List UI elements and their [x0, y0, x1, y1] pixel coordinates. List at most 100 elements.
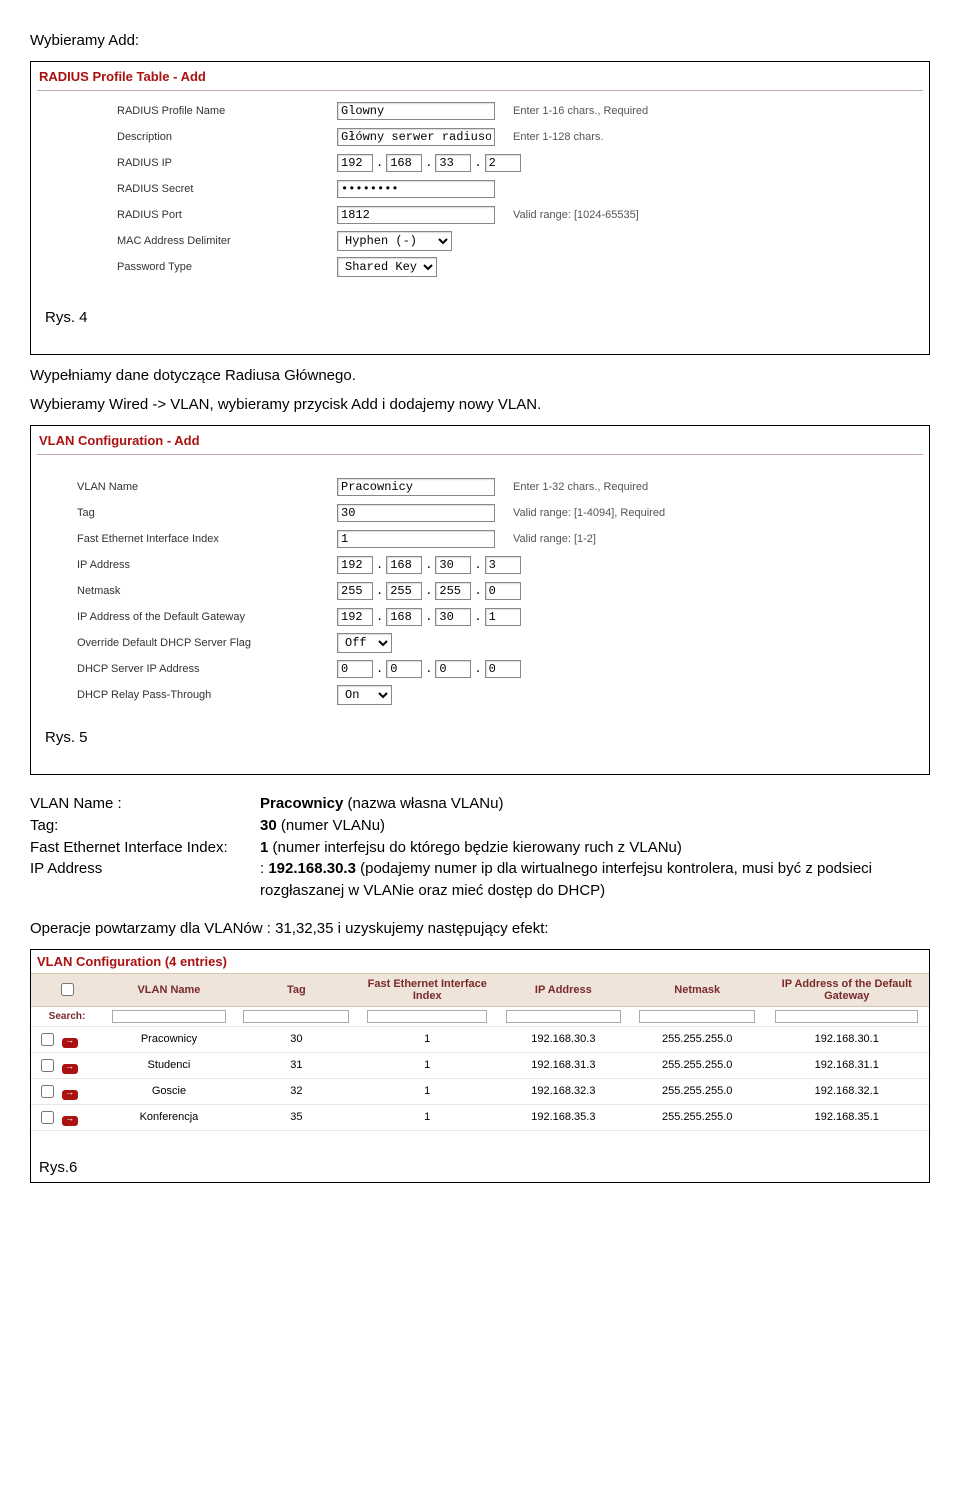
ip-octet[interactable]	[485, 660, 521, 678]
table-cell: 192.168.30.1	[765, 1026, 930, 1052]
label-mac-delim: MAC Address Delimiter	[37, 235, 337, 247]
table-cell: 192.168.32.3	[497, 1078, 630, 1104]
ip-octet[interactable]	[337, 660, 373, 678]
ip-octet[interactable]	[485, 556, 521, 574]
table-cell: 192.168.31.1	[765, 1052, 930, 1078]
input-radius-port[interactable]	[337, 206, 495, 224]
input-radius-secret[interactable]	[337, 180, 495, 198]
table-cell: 255.255.255.0	[630, 1026, 765, 1052]
ip-octet[interactable]	[386, 608, 422, 626]
caption-rys5: Rys. 5	[45, 729, 923, 746]
table-cell: 1	[358, 1078, 497, 1104]
label-tag: Tag	[37, 507, 337, 519]
label-radius-ip: RADIUS IP	[37, 157, 337, 169]
ip-octet[interactable]	[386, 660, 422, 678]
table-row: Konferencja351192.168.35.3255.255.255.01…	[31, 1104, 929, 1130]
radius-ip-group: . . .	[337, 154, 521, 172]
vlan-config-add-panel: VLAN Configuration - Add VLAN Name Enter…	[30, 425, 930, 775]
expand-icon[interactable]	[62, 1116, 78, 1126]
select-mac-delim[interactable]: Hyphen (-)	[337, 231, 452, 251]
ip-octet[interactable]	[485, 154, 521, 172]
table-header: Tag	[235, 973, 358, 1006]
table-cell: Studenci	[103, 1052, 235, 1078]
mid-text-2: Wybieramy Wired -> VLAN, wybieramy przyc…	[30, 396, 930, 413]
select-relay[interactable]: On	[337, 685, 392, 705]
mid-text-1: Wypełniamy dane dotyczące Radiusa Główne…	[30, 367, 930, 384]
ip-octet[interactable]	[435, 608, 471, 626]
select-all-checkbox[interactable]	[61, 983, 74, 996]
ip-octet[interactable]	[435, 582, 471, 600]
table-cell: 255.255.255.0	[630, 1078, 765, 1104]
input-vlan-name[interactable]	[337, 478, 495, 496]
input-tag[interactable]	[337, 504, 495, 522]
def-label: VLAN Name :	[30, 793, 260, 815]
ip-octet[interactable]	[485, 608, 521, 626]
panel-title: VLAN Configuration - Add	[37, 430, 923, 455]
hint-description: Enter 1-128 chars.	[513, 131, 604, 143]
label-radius-port: RADIUS Port	[37, 209, 337, 221]
select-pwd-type[interactable]: Shared Key	[337, 257, 437, 277]
label-radius-secret: RADIUS Secret	[37, 183, 337, 195]
table-cell: 32	[235, 1078, 358, 1104]
input-feidx[interactable]	[337, 530, 495, 548]
table-cell: 255.255.255.0	[630, 1104, 765, 1130]
repeat-text: Operacje powtarzamy dla VLANów : 31,32,3…	[30, 920, 930, 937]
table-header: VLAN Name	[103, 973, 235, 1006]
ip-octet[interactable]	[386, 154, 422, 172]
ip-octet[interactable]	[337, 608, 373, 626]
ip-octet[interactable]	[435, 154, 471, 172]
vlan-table: VLAN NameTagFast Ethernet Interface Inde…	[31, 973, 929, 1131]
search-input[interactable]	[243, 1010, 349, 1023]
table-header: IP Address	[497, 973, 630, 1006]
def-label: Fast Ethernet Interface Index:	[30, 837, 260, 859]
select-dhcp-flag[interactable]: Off	[337, 633, 392, 653]
row-checkbox[interactable]	[41, 1085, 54, 1098]
label-gateway: IP Address of the Default Gateway	[37, 611, 337, 623]
search-input[interactable]	[639, 1010, 755, 1023]
input-profile-name[interactable]	[337, 102, 495, 120]
hint-radius-port: Valid range: [1024-65535]	[513, 209, 639, 221]
table-cell: 30	[235, 1026, 358, 1052]
panel-title: VLAN Configuration (4 entries)	[31, 950, 929, 973]
ip-octet[interactable]	[435, 556, 471, 574]
ip-octet[interactable]	[485, 582, 521, 600]
table-cell: 192.168.35.1	[765, 1104, 930, 1130]
table-header: Netmask	[630, 973, 765, 1006]
def-value: Pracownicy (nazwa własna VLANu)	[260, 793, 930, 815]
intro-text: Wybieramy Add:	[30, 32, 930, 49]
hint-tag: Valid range: [1-4094], Required	[513, 507, 665, 519]
search-input[interactable]	[775, 1010, 918, 1023]
table-cell: Goscie	[103, 1078, 235, 1104]
radius-profile-panel: RADIUS Profile Table - Add RADIUS Profil…	[30, 61, 930, 355]
vlan-table-panel: VLAN Configuration (4 entries) VLAN Name…	[30, 949, 930, 1183]
input-description[interactable]	[337, 128, 495, 146]
def-value: 30 (numer VLANu)	[260, 815, 930, 837]
table-cell: 31	[235, 1052, 358, 1078]
row-checkbox[interactable]	[41, 1033, 54, 1046]
row-checkbox[interactable]	[41, 1111, 54, 1124]
ip-octet[interactable]	[386, 582, 422, 600]
definitions-block: VLAN Name :Pracownicy (nazwa własna VLAN…	[30, 793, 930, 902]
expand-icon[interactable]	[62, 1064, 78, 1074]
table-cell: 1	[358, 1026, 497, 1052]
table-cell: 192.168.31.3	[497, 1052, 630, 1078]
def-label: IP Address	[30, 858, 260, 902]
table-cell: 192.168.30.3	[497, 1026, 630, 1052]
ip-octet[interactable]	[337, 556, 373, 574]
ip-octet[interactable]	[435, 660, 471, 678]
row-checkbox[interactable]	[41, 1059, 54, 1072]
search-input[interactable]	[367, 1010, 487, 1023]
expand-icon[interactable]	[62, 1038, 78, 1048]
table-row: Pracownicy301192.168.30.3255.255.255.019…	[31, 1026, 929, 1052]
ip-octet[interactable]	[386, 556, 422, 574]
caption-rys4: Rys. 4	[45, 309, 923, 326]
ip-octet[interactable]	[337, 154, 373, 172]
table-cell: 1	[358, 1052, 497, 1078]
search-input[interactable]	[112, 1010, 226, 1023]
caption-rys6: Rys.6	[39, 1159, 929, 1176]
expand-icon[interactable]	[62, 1090, 78, 1100]
table-cell: 192.168.32.1	[765, 1078, 930, 1104]
search-input[interactable]	[506, 1010, 621, 1023]
ip-octet[interactable]	[337, 582, 373, 600]
label-pwd-type: Password Type	[37, 261, 337, 273]
